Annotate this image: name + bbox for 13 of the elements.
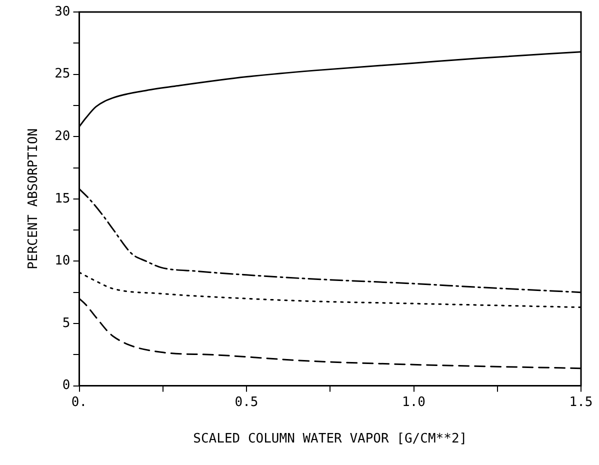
y-tick-label: 20 [54,128,70,144]
x-tick-label: 0. [71,394,88,410]
y-tick-label: 15 [54,191,70,206]
y-tick-label: 5 [62,316,70,331]
y-tick-label: 0 [62,378,70,394]
y-tick-label: 10 [54,254,70,269]
x-tick-label: 1.0 [402,394,426,410]
x-tick-label: 0.5 [234,394,258,410]
y-tick-label: 30 [54,4,70,20]
y-tick-label: 25 [54,66,70,82]
y-axis-title: PERCENT ABSORPTION [26,128,42,270]
x-axis-title: SCALED COLUMN WATER VAPOR [G/CM**2] [193,432,468,447]
x-tick-label: 1.5 [569,394,593,410]
